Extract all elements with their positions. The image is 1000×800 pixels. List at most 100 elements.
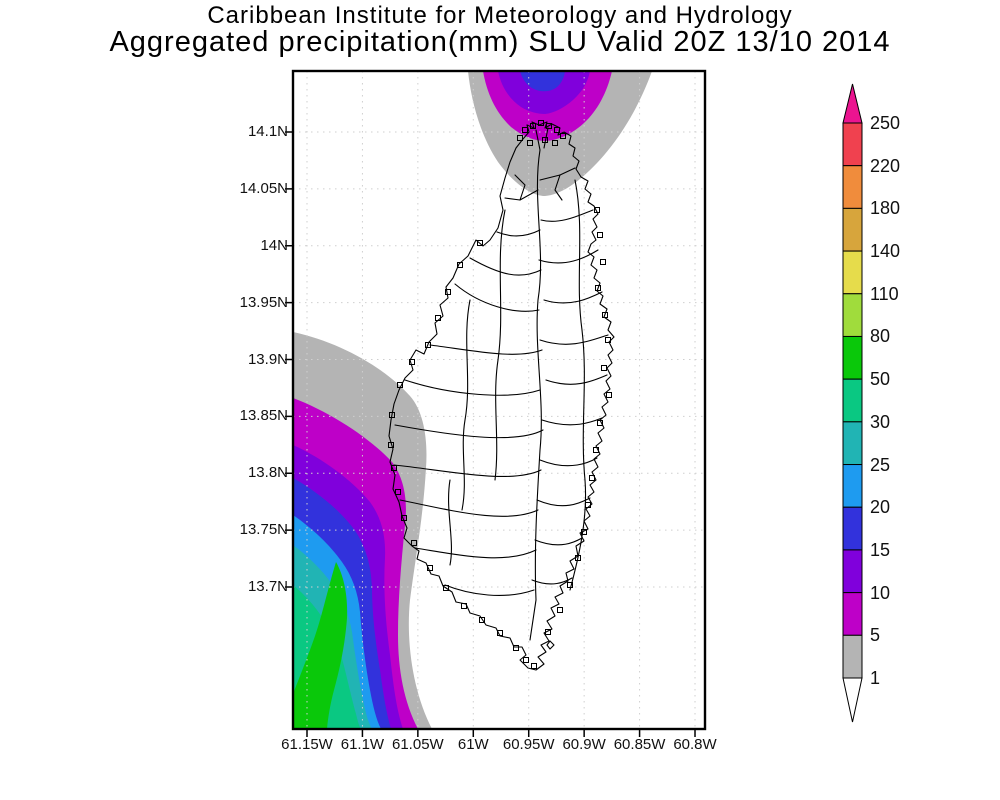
colorbar-label: 5 (870, 625, 881, 646)
coast-mark (427, 565, 433, 571)
y-tick-label: 14.05N (239, 179, 288, 197)
x-tick-label: 60.95W (502, 736, 555, 753)
coast-mark (388, 442, 394, 448)
y-tick-label: 13.85N (239, 407, 288, 425)
coast-mark (560, 133, 566, 139)
axis-tick-marks (285, 131, 696, 737)
colorbar-label: 140 (870, 241, 901, 262)
coast-mark (479, 617, 485, 623)
coast-mark (409, 359, 415, 365)
coast-mark (531, 663, 537, 669)
coast-mark (401, 515, 407, 521)
coast-mark (461, 603, 467, 609)
coast-mark (554, 127, 560, 133)
x-tick-label: 60.9W (562, 736, 606, 753)
coast-mark (585, 502, 591, 508)
coast-mark (523, 657, 529, 663)
coast-mark (593, 447, 599, 453)
coast-mark (552, 140, 558, 146)
x-tick-label: 61.15W (281, 736, 333, 753)
colorbar-legend (842, 83, 863, 723)
coast-mark (605, 337, 611, 343)
x-tick-label: 60.85W (613, 736, 666, 753)
coast-mark (597, 232, 603, 238)
offshore-islet (546, 640, 555, 650)
sw-precip-region (293, 332, 432, 729)
x-tick-label: 61W (457, 736, 489, 753)
coast-mark (527, 140, 533, 146)
y-tick-label: 13.95N (239, 293, 288, 311)
page-title: Caribbean Institute for Meteorology and … (207, 2, 793, 29)
y-tick-label: 13.8N (247, 464, 288, 482)
precip-fill-regions (293, 71, 652, 729)
coast-mark (589, 475, 595, 481)
colorbar-arrow-top (842, 83, 863, 124)
plot-frame (285, 69, 707, 737)
graticule-gridlines (293, 71, 705, 729)
coast-mark (595, 285, 601, 291)
coast-mark (522, 127, 528, 133)
saint-lucia-coastline (388, 121, 615, 671)
colorbar-label: 10 (870, 582, 891, 603)
colorbar-segment (842, 250, 863, 295)
coast-mark (545, 629, 551, 635)
coast-mark (397, 382, 403, 388)
coast-mark (530, 123, 536, 129)
coast-mark (538, 120, 544, 126)
colorbar-label: 25 (870, 454, 891, 475)
coast-mark (445, 289, 451, 295)
coast-mark (557, 607, 563, 613)
y-tick-label: 13.75N (239, 521, 288, 539)
coast-mark (594, 207, 600, 213)
colorbar-segment (842, 592, 863, 636)
colorbar-segment (842, 421, 863, 466)
colorbar-segment (842, 378, 863, 423)
coast-mark (597, 420, 603, 426)
coast-mark (606, 392, 612, 398)
y-tick-label: 13.9N (247, 350, 288, 368)
colorbar-segment (842, 122, 863, 167)
colorbar-segment (842, 549, 863, 594)
coast-mark (542, 137, 548, 143)
colorbar-label: 50 (870, 369, 891, 390)
coast-mark (546, 123, 552, 129)
colorbar-segment (842, 634, 863, 679)
page-subtitle: Aggregated precipitation(mm) SLU Valid 2… (109, 26, 891, 59)
saint-lucia-island (388, 120, 615, 671)
colorbar-segment (842, 207, 863, 252)
colorbar-label: 30 (870, 411, 891, 432)
colorbar-label: 15 (870, 539, 891, 560)
coast-mark (443, 585, 449, 591)
title-block: Caribbean Institute for Meteorology and … (0, 2, 1000, 59)
colorbar-arrow-bottom (842, 677, 863, 723)
y-tick-label: 14N (260, 236, 288, 254)
coast-mark (411, 540, 417, 546)
colorbar-label: 1 (870, 668, 881, 688)
coast-mark (575, 555, 581, 561)
coast-mark (600, 259, 606, 265)
coast-mark (601, 365, 607, 371)
coast-mark (425, 342, 431, 348)
coast-mark (435, 315, 441, 321)
colorbar-label: 250 (870, 113, 901, 133)
x-tick-label: 61.1W (340, 736, 385, 753)
coast-mark (389, 412, 395, 418)
colorbar-label: 220 (870, 155, 901, 176)
colorbar-label: 20 (870, 497, 891, 518)
colorbar-segment (842, 464, 863, 508)
coast-mark (395, 489, 401, 495)
coast-mark (513, 645, 519, 651)
colorbar-label: 80 (870, 326, 891, 347)
x-tick-label: 60.8W (673, 736, 717, 753)
coast-mark (497, 630, 503, 636)
y-tick-label: 13.7N (247, 578, 288, 595)
colorbar-segment (842, 506, 863, 551)
coast-mark (477, 240, 483, 246)
colorbar-segment (842, 335, 863, 380)
colorbar-segment (842, 293, 863, 337)
coast-mark (457, 262, 463, 268)
watershed-boundary-lines (393, 127, 609, 641)
coast-mark (391, 465, 397, 471)
